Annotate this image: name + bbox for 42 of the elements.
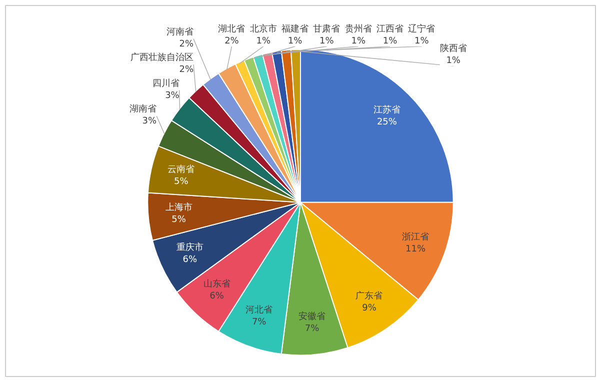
data-label: 6% xyxy=(210,292,224,302)
data-label: 7% xyxy=(252,317,267,328)
slice-label: 广西壮族自治区 xyxy=(130,52,194,64)
slice-label: 贵州省 xyxy=(344,23,372,34)
slice-label: 江苏省 xyxy=(373,104,400,116)
data-label: 1% xyxy=(446,56,461,66)
slice-label: 湖北省 xyxy=(218,23,246,34)
data-label: 5% xyxy=(172,214,186,225)
data-label: 5% xyxy=(174,176,189,187)
slice-label: 四川省 xyxy=(152,78,180,89)
slice-label: 陕西省 xyxy=(440,43,467,54)
slice-label: 安徽省 xyxy=(298,310,326,322)
data-label: 1% xyxy=(414,36,430,46)
data-label: 1% xyxy=(320,36,334,46)
data-label: 1% xyxy=(382,36,398,46)
data-label: 2% xyxy=(179,65,194,76)
data-label: 11% xyxy=(406,244,426,254)
data-label: 3% xyxy=(142,116,158,127)
slice-label: 云南省 xyxy=(168,164,195,175)
data-label: 2% xyxy=(179,39,194,50)
slice-label: 辽宁省 xyxy=(408,23,436,34)
slice-label: 浙江省 xyxy=(402,231,430,242)
data-label: 3% xyxy=(165,90,180,101)
data-label: 1% xyxy=(288,36,303,46)
slice-label: 上海市 xyxy=(165,202,192,213)
slice-label: 北京市 xyxy=(250,23,277,34)
slice-label: 广东省 xyxy=(356,290,383,302)
slice-label: 重庆市 xyxy=(176,242,204,253)
slice-label: 福建省 xyxy=(282,23,309,34)
slice-label: 江西省 xyxy=(376,23,404,34)
data-label: 25% xyxy=(376,118,398,128)
data-label: 1% xyxy=(351,36,366,46)
slice-label: 湖南省 xyxy=(130,104,157,115)
data-label: 9% xyxy=(362,304,377,314)
data-label: 7% xyxy=(304,324,320,334)
data-label: 6% xyxy=(182,254,198,265)
data-label: 1% xyxy=(256,36,271,46)
slice-label: 河南省 xyxy=(166,26,194,38)
slice-label: 山东省 xyxy=(203,278,230,290)
slice-label: 甘肃省 xyxy=(313,23,340,34)
data-label: 2% xyxy=(224,36,240,46)
slice-label: 河北省 xyxy=(246,304,273,316)
